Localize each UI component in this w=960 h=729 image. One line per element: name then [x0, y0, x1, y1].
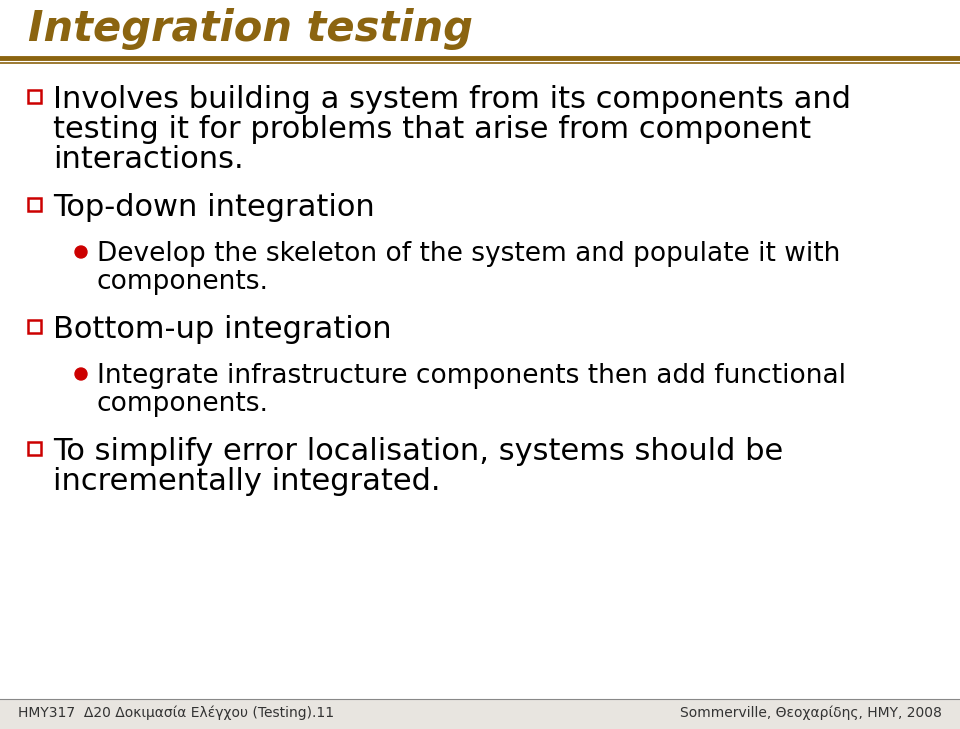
Bar [0, 699, 960, 729]
Text: Sommerville, Θεοχαρίδης, HMY, 2008: Sommerville, Θεοχαρίδης, HMY, 2008 [680, 705, 942, 720]
Text: interactions.: interactions. [53, 145, 244, 174]
Circle shape [75, 246, 87, 258]
Text: Bottom-up integration: Bottom-up integration [53, 315, 392, 344]
FancyBboxPatch shape [28, 320, 41, 333]
Circle shape [75, 368, 87, 380]
Text: To simplify error localisation, systems should be: To simplify error localisation, systems … [53, 437, 783, 466]
FancyBboxPatch shape [28, 442, 41, 455]
Text: Develop the skeleton of the system and populate it with: Develop the skeleton of the system and p… [97, 241, 840, 267]
Bar [0, 0, 960, 68]
Text: testing it for problems that arise from component: testing it for problems that arise from … [53, 115, 811, 144]
FancyBboxPatch shape [28, 198, 41, 211]
Text: components.: components. [97, 391, 269, 417]
Text: components.: components. [97, 269, 269, 295]
Text: HMY317  Δ20 Δοκιμασία Ελέγχου (Testing).11: HMY317 Δ20 Δοκιμασία Ελέγχου (Testing).1… [18, 705, 334, 720]
Text: Integration testing: Integration testing [28, 8, 473, 50]
Bar [0, 63, 960, 701]
FancyBboxPatch shape [28, 90, 41, 103]
Text: Top-down integration: Top-down integration [53, 193, 374, 222]
Text: Integrate infrastructure components then add functional: Integrate infrastructure components then… [97, 363, 846, 389]
Text: Involves building a system from its components and: Involves building a system from its comp… [53, 85, 851, 114]
Text: incrementally integrated.: incrementally integrated. [53, 467, 441, 496]
